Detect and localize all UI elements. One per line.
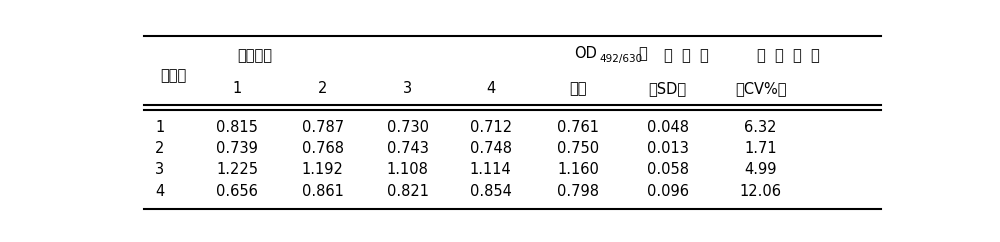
Text: 0.798: 0.798	[557, 184, 599, 199]
Text: 12.06: 12.06	[740, 184, 782, 199]
Text: 2: 2	[155, 141, 165, 156]
Text: 0.761: 0.761	[557, 120, 599, 135]
Text: 0.750: 0.750	[557, 141, 599, 156]
Text: 标  准  差: 标 准 差	[664, 49, 708, 64]
Text: 1.225: 1.225	[216, 162, 258, 177]
Text: 0.854: 0.854	[470, 184, 512, 199]
Text: 0.861: 0.861	[302, 184, 344, 199]
Text: 0.743: 0.743	[387, 141, 429, 156]
Text: 1: 1	[233, 81, 242, 96]
Text: 1.192: 1.192	[302, 162, 344, 177]
Text: 重复孔数: 重复孔数	[237, 49, 272, 64]
Text: 3: 3	[403, 81, 412, 96]
Text: 1.114: 1.114	[470, 162, 512, 177]
Text: 均値: 均値	[570, 81, 587, 96]
Text: 0.712: 0.712	[470, 120, 512, 135]
Text: 1.71: 1.71	[744, 141, 777, 156]
Text: 4: 4	[155, 184, 164, 199]
Text: 1.108: 1.108	[387, 162, 429, 177]
Text: 0.048: 0.048	[646, 120, 688, 135]
Text: 0.058: 0.058	[646, 162, 688, 177]
Text: （CV%）: （CV%）	[735, 81, 786, 96]
Text: 0.096: 0.096	[646, 184, 688, 199]
Text: 1.160: 1.160	[557, 162, 599, 177]
Text: 0.768: 0.768	[302, 141, 344, 156]
Text: 平: 平	[638, 46, 647, 61]
Text: 0.748: 0.748	[470, 141, 512, 156]
Text: 0.656: 0.656	[216, 184, 258, 199]
Text: 3: 3	[155, 162, 164, 177]
Text: 2: 2	[318, 81, 327, 96]
Text: 0.013: 0.013	[647, 141, 688, 156]
Text: 变  异  系  数: 变 异 系 数	[757, 49, 819, 64]
Text: 0.787: 0.787	[302, 120, 344, 135]
Text: 1: 1	[155, 120, 164, 135]
Text: 0.815: 0.815	[216, 120, 258, 135]
Text: 0.730: 0.730	[387, 120, 429, 135]
Text: 4.99: 4.99	[744, 162, 777, 177]
Text: 0.739: 0.739	[216, 141, 258, 156]
Text: 492/630: 492/630	[599, 54, 642, 64]
Text: 血清号: 血清号	[160, 68, 186, 83]
Text: （SD）: （SD）	[648, 81, 687, 96]
Text: OD: OD	[574, 46, 597, 61]
Text: 0.821: 0.821	[387, 184, 429, 199]
Text: 4: 4	[486, 81, 495, 96]
Text: 6.32: 6.32	[744, 120, 777, 135]
